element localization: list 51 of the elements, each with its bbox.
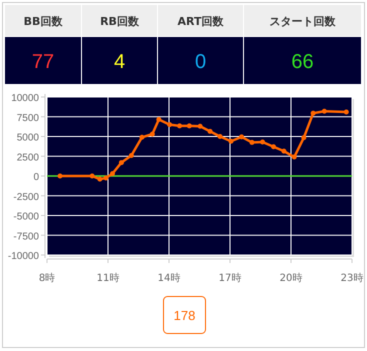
table-value-cell: 77 [5, 37, 81, 84]
point [310, 110, 316, 116]
point [249, 140, 254, 145]
point [292, 154, 297, 160]
point [156, 117, 162, 122]
point [139, 134, 144, 140]
table-header-cell: BB回数 [5, 5, 81, 36]
point [301, 135, 306, 140]
y-tick-label: 10000 [11, 93, 40, 104]
point [97, 176, 102, 182]
x-tick-label: 17時 [218, 272, 242, 284]
point [218, 134, 223, 139]
x-tick-label: 23時 [340, 272, 364, 284]
point [239, 134, 244, 140]
point [118, 160, 124, 166]
y-tick-label: -10000 [8, 251, 40, 262]
y-tick-label: 7500 [16, 112, 40, 124]
x-tick-label: 20時 [280, 272, 302, 284]
point [260, 140, 266, 145]
table-value-cell: 4 [82, 37, 157, 84]
point [150, 132, 155, 137]
text: 178 [174, 308, 196, 323]
y-tick-label: -5000 [13, 212, 40, 222]
point [322, 108, 327, 114]
point [198, 124, 203, 129]
table-header-cell: スタート回数 [244, 5, 361, 36]
point [167, 122, 172, 128]
point [344, 110, 349, 115]
table-value-cell: 0 [158, 37, 243, 84]
table-value-cell: 66 [244, 37, 361, 84]
y-tick-label: 2500 [16, 152, 40, 164]
x-tick-label: 11時 [96, 272, 120, 284]
y-tick-label: 0 [33, 172, 40, 183]
point [110, 171, 115, 176]
x-tick-label: 8時 [38, 272, 56, 284]
table-header-cell: ART回数 [158, 5, 243, 36]
table-header-cell: RB回数 [82, 5, 157, 36]
point [90, 174, 95, 178]
point [271, 144, 276, 150]
point [186, 123, 192, 128]
point [103, 175, 108, 180]
point [58, 174, 63, 178]
y-tick-label: -2500 [13, 192, 40, 203]
x-tick-label: 14時 [158, 272, 180, 284]
point [177, 123, 182, 128]
y-tick-label: 5000 [16, 132, 40, 144]
point [208, 128, 213, 134]
y-tick-label: -7500 [13, 231, 40, 242]
point [281, 148, 286, 154]
point [228, 138, 234, 144]
point [128, 152, 134, 158]
